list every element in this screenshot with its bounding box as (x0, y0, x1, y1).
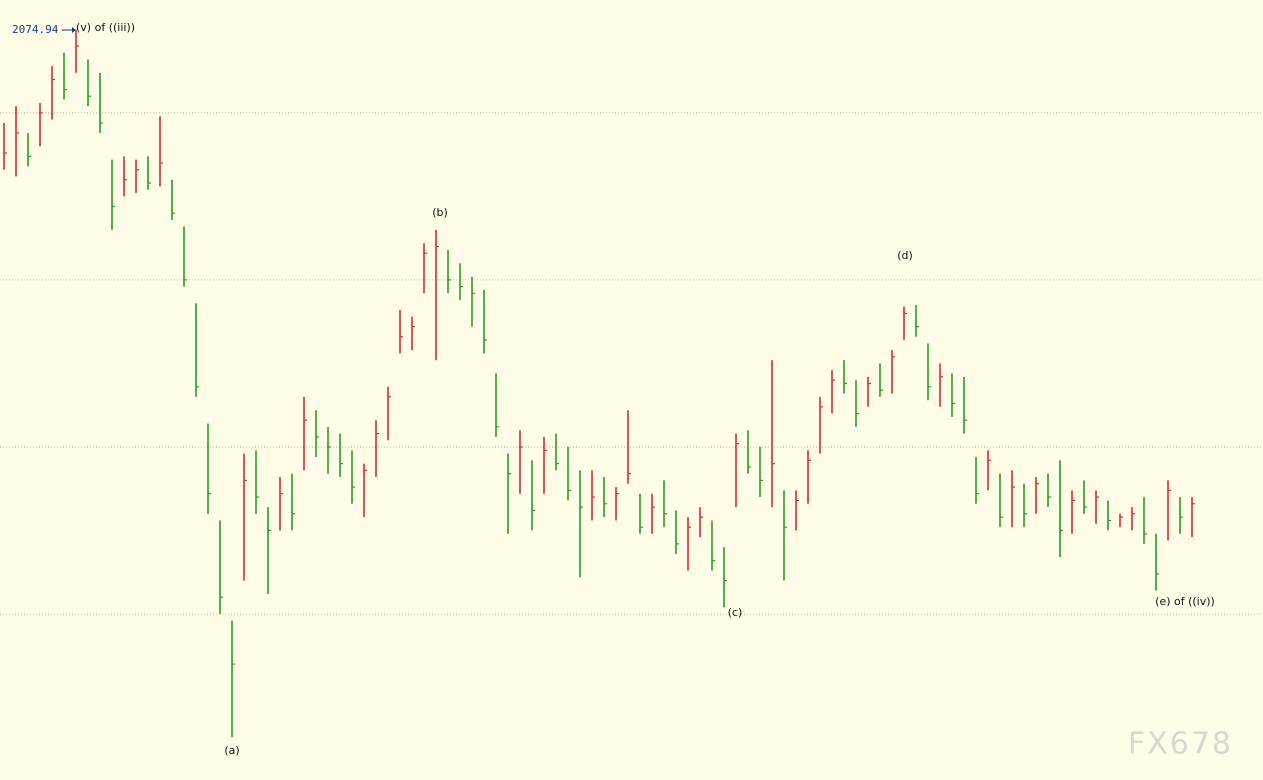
price-arrow-head (72, 27, 76, 33)
watermark: FX678 (1128, 727, 1233, 762)
wave-label: (e) of ((iv)) (1155, 595, 1215, 608)
wave-label: (c) (728, 606, 743, 619)
wave-label: (v) of ((iii)) (76, 21, 135, 34)
high-price-label: 2074.94 (12, 23, 59, 36)
wave-label: (d) (897, 249, 913, 262)
wave-label: (a) (224, 744, 239, 757)
wave-label: (b) (432, 206, 448, 219)
